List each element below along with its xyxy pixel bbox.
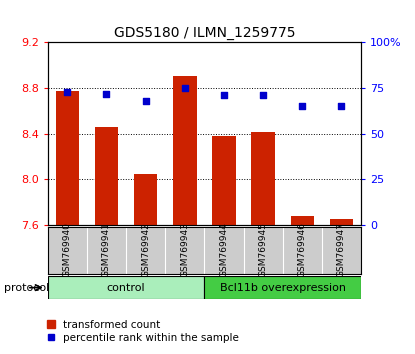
Point xyxy=(221,92,227,98)
Text: GSM769946: GSM769946 xyxy=(298,222,307,277)
Text: control: control xyxy=(107,282,145,293)
Text: Bcl11b overexpression: Bcl11b overexpression xyxy=(220,282,346,293)
Text: GSM769945: GSM769945 xyxy=(259,222,268,277)
Point xyxy=(260,92,266,98)
Bar xyxy=(212,136,236,225)
Legend: transformed count, percentile rank within the sample: transformed count, percentile rank withi… xyxy=(43,315,244,347)
Bar xyxy=(56,91,79,225)
Text: GSM769947: GSM769947 xyxy=(337,222,346,277)
Bar xyxy=(290,216,314,225)
Bar xyxy=(251,132,275,225)
Point xyxy=(299,103,305,109)
Title: GDS5180 / ILMN_1259775: GDS5180 / ILMN_1259775 xyxy=(114,26,295,40)
Bar xyxy=(205,276,361,299)
Point xyxy=(181,85,188,91)
Text: GSM769944: GSM769944 xyxy=(220,222,229,277)
Point xyxy=(338,103,345,109)
Text: GSM769943: GSM769943 xyxy=(180,222,189,277)
Point xyxy=(103,91,110,96)
Bar xyxy=(173,75,197,225)
Point xyxy=(64,89,71,95)
Text: protocol: protocol xyxy=(4,282,49,293)
Text: GSM769942: GSM769942 xyxy=(141,222,150,277)
Point xyxy=(142,98,149,104)
Bar xyxy=(95,127,118,225)
Bar xyxy=(134,173,157,225)
Text: GSM769941: GSM769941 xyxy=(102,222,111,277)
Bar xyxy=(48,276,205,299)
Bar xyxy=(330,219,353,225)
Text: GSM769940: GSM769940 xyxy=(63,222,72,277)
